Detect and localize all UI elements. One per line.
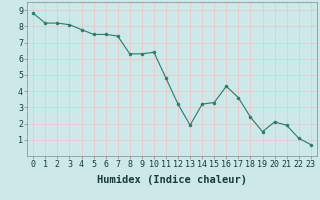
X-axis label: Humidex (Indice chaleur): Humidex (Indice chaleur) (97, 175, 247, 185)
